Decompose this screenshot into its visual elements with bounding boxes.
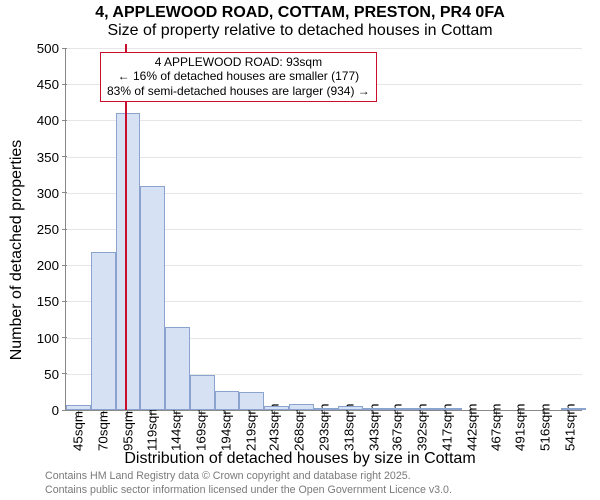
y-tick-label: 100 — [37, 331, 59, 346]
x-tick-label: 467sqm — [489, 404, 504, 451]
x-tick-label: 144sqm — [169, 404, 184, 451]
bar — [363, 408, 388, 410]
y-tick-label: 0 — [52, 403, 59, 418]
plot-area: 050100150200250300350400450500 45sqm70sq… — [65, 48, 582, 411]
annotation-box: 4 APPLEWOOD ROAD: 93sqm ← 16% of detache… — [100, 52, 377, 102]
x-axis-label: Distribution of detached houses by size … — [0, 450, 600, 468]
footnote: Contains HM Land Registry data © Crown c… — [45, 470, 452, 497]
x-tick-label: 70sqm — [96, 411, 111, 451]
x-tick-label: 392sqm — [415, 404, 430, 451]
annotation-line-smaller: ← 16% of detached houses are smaller (17… — [107, 69, 370, 83]
x-tick-label: 417sqm — [439, 404, 454, 451]
x-tick-label: 243sqm — [267, 404, 282, 451]
x-tick-label: 491sqm — [513, 404, 528, 451]
x-tick-label: 169sqm — [194, 404, 209, 451]
y-tick-label: 50 — [44, 367, 59, 382]
bar — [437, 408, 462, 410]
x-tick-label: 442sqm — [464, 404, 479, 451]
x-tick-label: 95sqm — [120, 411, 135, 451]
x-tick-label: 45sqm — [71, 411, 86, 451]
chart-container: 4, APPLEWOOD ROAD, COTTAM, PRESTON, PR4 … — [0, 0, 600, 500]
annotation-title: 4 APPLEWOOD ROAD: 93sqm — [107, 55, 370, 69]
bar — [289, 404, 314, 410]
x-tick-label: 219sqm — [243, 404, 258, 451]
y-tick-label: 350 — [37, 150, 59, 165]
bar — [190, 375, 215, 410]
chart-subtitle: Size of property relative to detached ho… — [0, 22, 600, 40]
y-tick-label: 150 — [37, 294, 59, 309]
bar — [66, 405, 91, 410]
bar — [264, 406, 289, 410]
bar — [116, 113, 141, 410]
bar — [561, 408, 586, 410]
bar — [338, 406, 363, 410]
x-tick-label: 541sqm — [562, 404, 577, 451]
y-tick-label: 400 — [37, 113, 59, 128]
x-tick-label: 367sqm — [390, 404, 405, 451]
x-tick-label: 268sqm — [292, 404, 307, 451]
x-tick-label: 516sqm — [537, 404, 552, 451]
bars-layer — [66, 48, 582, 410]
y-tick-label: 250 — [37, 222, 59, 237]
bar — [140, 186, 165, 410]
x-tick-label: 318sqm — [341, 404, 356, 451]
bar — [388, 408, 413, 410]
y-tick-label: 500 — [37, 41, 59, 56]
bar — [239, 392, 264, 410]
footnote-line-2: Contains public sector information licen… — [45, 484, 452, 497]
bar — [413, 408, 438, 410]
annotation-line-larger: 83% of semi-detached houses are larger (… — [107, 84, 370, 98]
x-tick-label: 119sqm — [144, 405, 159, 451]
bar — [314, 408, 339, 410]
bar — [91, 252, 116, 410]
y-tick-label: 300 — [37, 186, 59, 201]
y-tick-label: 200 — [37, 258, 59, 273]
y-axis-label: Number of detached properties — [8, 140, 26, 361]
x-tick-label: 194sqm — [218, 404, 233, 451]
chart-title: 4, APPLEWOOD ROAD, COTTAM, PRESTON, PR4 … — [0, 4, 600, 22]
x-tick-label: 293sqm — [317, 404, 332, 451]
y-tick-label: 450 — [37, 77, 59, 92]
bar — [165, 327, 190, 410]
bar — [215, 391, 240, 410]
footnote-line-1: Contains HM Land Registry data © Crown c… — [45, 470, 452, 483]
x-tick-label: 343sqm — [366, 404, 381, 451]
